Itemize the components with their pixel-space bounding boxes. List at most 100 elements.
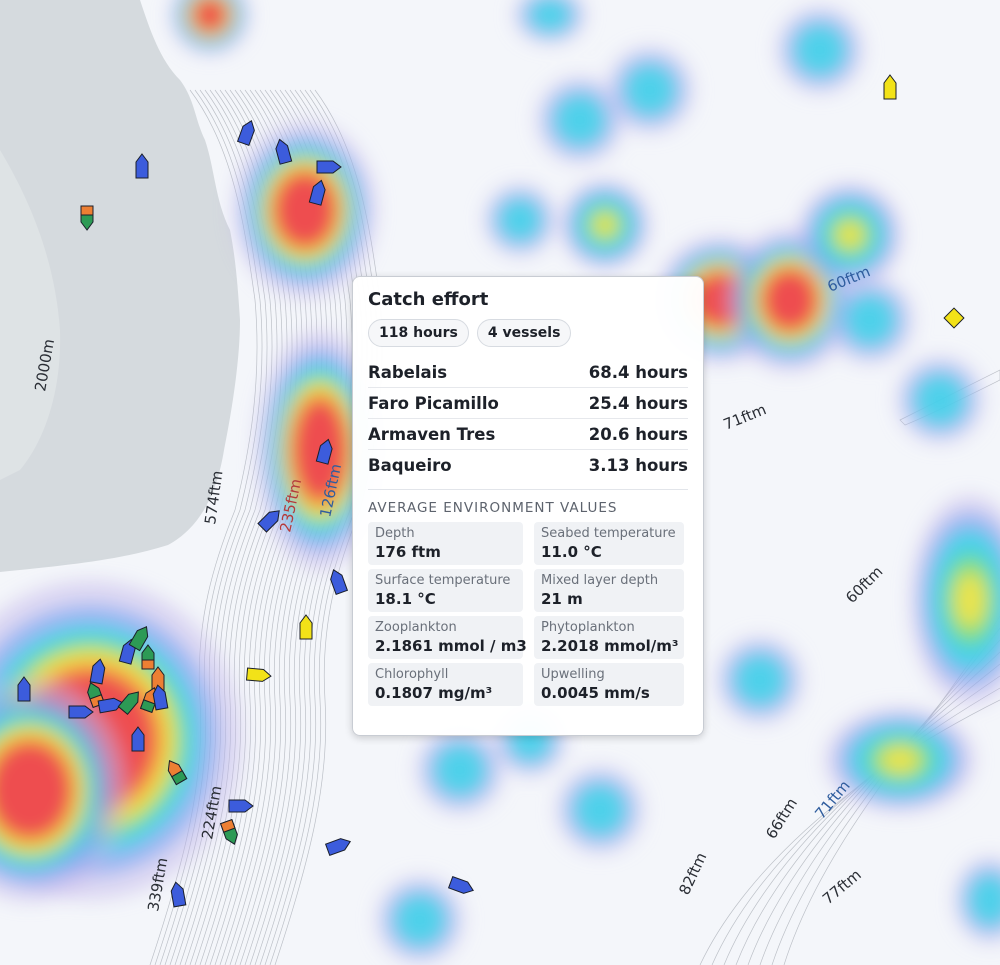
vessel-row[interactable]: Armaven Tres 20.6 hours: [368, 419, 688, 450]
vessels-chip: 4 vessels: [476, 319, 572, 347]
heat-blob: [836, 221, 864, 249]
vessel-icon[interactable]: [68, 705, 94, 719]
vessel-name: Faro Picamillo: [368, 393, 499, 413]
env-phytoplankton: Phytoplankton 2.2018 mmol/m³: [534, 616, 684, 659]
vessel-marker[interactable]: [97, 697, 124, 714]
vessel-stern-icon: [219, 818, 236, 833]
env-seabed-temperature: Seabed temperature 11.0 °C: [534, 522, 684, 565]
vessel-row[interactable]: Faro Picamillo 25.4 hours: [368, 388, 688, 419]
vessel-marker[interactable]: [274, 138, 293, 165]
vessel-markers[interactable]: [17, 74, 965, 908]
env-zooplankton: Zooplankton 2.1861 mmol / m3: [368, 616, 527, 659]
env-value: 18.1 °C: [375, 590, 436, 608]
vessel-icon[interactable]: [308, 179, 327, 206]
depth-label-66ftm: 66ftm: [762, 795, 801, 842]
vessel-stern-icon: [80, 205, 94, 216]
heat-blob: [593, 213, 617, 237]
env-label: Surface temperature: [375, 573, 511, 588]
vessel-marker[interactable]: [117, 688, 143, 715]
env-label: Upwelling: [541, 667, 605, 682]
heat-blob: [574, 784, 626, 836]
env-value: 21 m: [541, 590, 583, 608]
vessel-icon[interactable]: [257, 507, 283, 533]
vessel-marker[interactable]: [228, 799, 254, 813]
summary-chips: 118 hours 4 vessels: [368, 319, 688, 347]
vessel-icon[interactable]: [89, 658, 106, 685]
vessel-marker[interactable]: [219, 818, 240, 847]
vessel-icon[interactable]: [128, 624, 151, 652]
env-value: 176 ftm: [375, 543, 441, 561]
env-section-title: AVERAGE ENVIRONMENT VALUES: [368, 500, 618, 516]
vessel-marker[interactable]: [80, 205, 94, 231]
vessel-marker[interactable]: [447, 875, 476, 896]
vessel-icon[interactable]: [328, 568, 349, 596]
depth-contour: [723, 675, 1000, 965]
heat-blob: [274, 172, 336, 248]
vessel-marker[interactable]: [328, 568, 349, 596]
vessel-marker[interactable]: [170, 881, 187, 908]
vessel-marker[interactable]: [141, 644, 155, 670]
heat-blob: [498, 198, 542, 242]
vessel-row[interactable]: Rabelais 68.4 hours: [368, 357, 688, 388]
vessel-icon[interactable]: [274, 138, 293, 165]
depth-label-71ftm-top: 71ftm: [721, 400, 769, 433]
heat-blob: [193, 0, 227, 32]
env-upwelling: Upwelling 0.0045 mm/s: [534, 663, 684, 706]
env-label: Seabed temperature: [541, 526, 676, 541]
vessel-marker[interactable]: [324, 836, 353, 857]
env-value: 0.0045 mm/s: [541, 684, 650, 702]
vessel-marker[interactable]: [68, 705, 94, 719]
vessel-icon[interactable]: [170, 881, 187, 908]
vessel-icon[interactable]: [315, 438, 334, 465]
tooltip-title: Catch effort: [368, 289, 489, 310]
vessel-hours-list: Rabelais 68.4 hours Faro Picamillo 25.4 …: [368, 357, 688, 480]
vessel-marker[interactable]: [308, 179, 327, 206]
heat-blob: [434, 744, 486, 796]
vessel-stern-icon: [139, 699, 156, 714]
vessel-icon[interactable]: [316, 160, 342, 174]
heat-blob: [968, 874, 1000, 926]
vessel-hours: 20.6 hours: [588, 424, 688, 444]
vessel-icon[interactable]: [228, 799, 254, 813]
depth-label-71ftm-bottom: 71ftm: [811, 777, 853, 823]
vessel-marker[interactable]: [152, 684, 169, 711]
vessel-marker[interactable]: [164, 758, 188, 786]
heat-blob: [554, 94, 606, 146]
vessel-icon[interactable]: [131, 726, 145, 752]
vessel-marker[interactable]: [315, 438, 334, 465]
vessel-marker[interactable]: [883, 74, 897, 100]
vessel-marker[interactable]: [17, 676, 31, 702]
env-value: 0.1807 mg/m³: [375, 684, 493, 702]
vessel-icon[interactable]: [447, 875, 476, 896]
vessel-stern-icon: [141, 659, 155, 670]
vessel-marker[interactable]: [316, 160, 342, 174]
vessel-icon[interactable]: [299, 614, 313, 640]
depth-label-82ftm: 82ftm: [675, 850, 710, 898]
vessel-marker[interactable]: [236, 119, 257, 147]
vessel-icon[interactable]: [236, 119, 257, 147]
vessel-diamond-icon[interactable]: [943, 307, 965, 329]
vessel-marker[interactable]: [128, 624, 151, 652]
vessel-icon[interactable]: [152, 684, 169, 711]
vessel-marker[interactable]: [299, 614, 313, 640]
vessel-icon[interactable]: [17, 676, 31, 702]
vessel-icon[interactable]: [245, 667, 272, 682]
env-label: Zooplankton: [375, 620, 457, 635]
vessel-stern-icon: [171, 770, 188, 786]
vessel-icon[interactable]: [97, 697, 124, 714]
vessel-marker[interactable]: [89, 658, 106, 685]
vessel-row[interactable]: Baqueiro 3.13 hours: [368, 450, 688, 480]
heat-blob: [762, 269, 818, 331]
env-label: Chlorophyll: [375, 667, 449, 682]
vessel-marker[interactable]: [257, 507, 283, 533]
env-label: Mixed layer depth: [541, 573, 659, 588]
vessel-icon[interactable]: [324, 836, 353, 857]
vessel-icon[interactable]: [117, 688, 143, 715]
hours-chip: 118 hours: [368, 319, 469, 347]
vessel-marker[interactable]: [131, 726, 145, 752]
vessel-icon[interactable]: [883, 74, 897, 100]
vessel-icon[interactable]: [135, 153, 149, 179]
vessel-marker[interactable]: [135, 153, 149, 179]
vessel-marker[interactable]: [245, 667, 272, 682]
